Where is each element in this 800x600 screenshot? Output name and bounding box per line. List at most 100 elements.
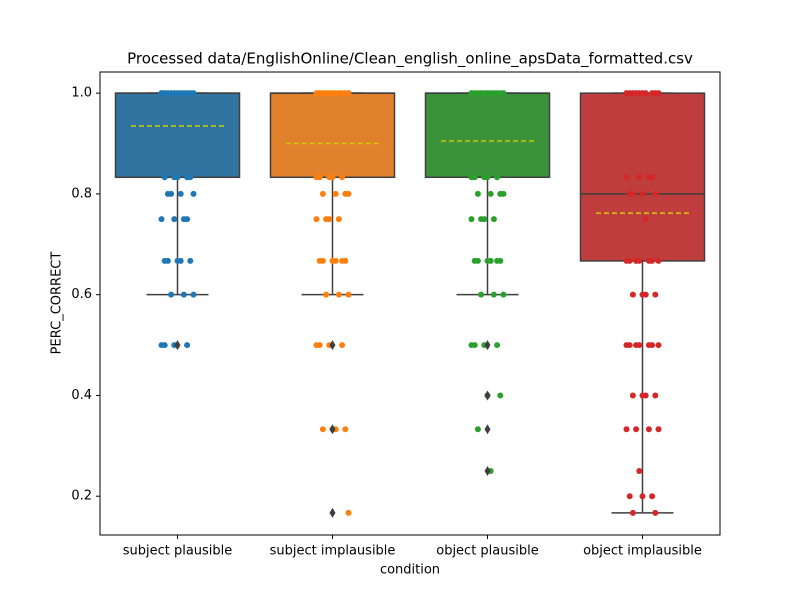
strip-point (494, 174, 501, 181)
strip-point (497, 257, 504, 264)
box (269, 92, 396, 179)
strip-point (345, 509, 352, 516)
strip-point (180, 90, 187, 97)
strip-point (158, 90, 165, 97)
strip-point (319, 190, 326, 197)
y-tick-label: 0.6 (71, 287, 92, 302)
strip-point (623, 426, 630, 433)
strip-point (335, 90, 342, 97)
strip-point (168, 291, 175, 298)
strip-point (490, 291, 497, 298)
strip-point (633, 90, 640, 97)
chart-title: Processed data/EnglishOnline/Clean_engli… (127, 50, 693, 69)
strip-point (180, 291, 187, 298)
strip-point (629, 291, 636, 298)
strip-point (335, 216, 342, 223)
strip-point (481, 216, 488, 223)
strip-point (158, 216, 165, 223)
x-axis-label: condition (380, 563, 440, 578)
y-tick-label: 0.4 (71, 388, 92, 403)
flier (484, 390, 491, 401)
strip-point (345, 90, 352, 97)
strip-point (645, 426, 652, 433)
y-axis-label: PERC_CORRECT (50, 252, 65, 355)
strip-point (629, 392, 636, 399)
strip-point (642, 392, 649, 399)
strip-point (642, 90, 649, 97)
strip-point (494, 342, 501, 349)
strip-point (345, 190, 352, 197)
strip-point (649, 342, 656, 349)
strip-point (652, 392, 659, 399)
strip-point (652, 291, 659, 298)
strip-point (642, 216, 649, 223)
strip-point (187, 257, 194, 264)
strip-point (190, 190, 197, 197)
strip-point (636, 468, 643, 475)
strip-point (636, 174, 643, 181)
strip-point (649, 257, 656, 264)
strip-point (490, 90, 497, 97)
strip-point (629, 190, 636, 197)
strip-point (177, 190, 184, 197)
y-tick-label: 0.2 (71, 489, 92, 504)
strip-point (316, 342, 323, 349)
strip-point (478, 291, 485, 298)
strip-point (487, 257, 494, 264)
strip-point (478, 90, 485, 97)
x-tick-label: object plausible (436, 544, 539, 559)
x-tick-label: subject implausible (270, 544, 396, 559)
strip-point (649, 493, 656, 500)
strip-point (332, 257, 339, 264)
strip-point (652, 509, 659, 516)
box (579, 92, 706, 262)
strip-point (487, 190, 494, 197)
strip-point (319, 257, 326, 264)
strip-point (655, 342, 662, 349)
strip-point (177, 257, 184, 264)
strip-point (339, 342, 346, 349)
strip-point (168, 90, 175, 97)
strip-point (474, 190, 481, 197)
strip-point (655, 257, 662, 264)
box (424, 92, 551, 179)
strip-point (313, 216, 320, 223)
strip-point (655, 90, 662, 97)
strip-point (184, 216, 191, 223)
strip-point (323, 291, 330, 298)
strip-point (329, 174, 336, 181)
strip-point (626, 493, 633, 500)
strip-point (468, 216, 475, 223)
strip-point (474, 257, 481, 264)
strip-point (187, 174, 194, 181)
strip-point (326, 216, 333, 223)
strip-point (323, 90, 330, 97)
strip-point (626, 257, 633, 264)
strip-point (471, 342, 478, 349)
strip-point (639, 190, 646, 197)
strip-point (332, 190, 339, 197)
strip-point (623, 174, 630, 181)
strip-point (161, 174, 168, 181)
strip-point (190, 90, 197, 97)
strip-point (649, 174, 656, 181)
flier (329, 424, 336, 435)
strip-point (184, 342, 191, 349)
strip-point (474, 426, 481, 433)
strip-point (652, 190, 659, 197)
plot-frame (99, 71, 721, 536)
strip-point (484, 174, 491, 181)
strip-point (490, 216, 497, 223)
x-tick-label: object implausible (583, 544, 702, 559)
strip-point (342, 426, 349, 433)
flier (484, 466, 491, 477)
y-tick-label: 0.8 (71, 186, 92, 201)
strip-point (636, 342, 643, 349)
strip-point (345, 291, 352, 298)
strip-point (168, 190, 175, 197)
flier (484, 340, 491, 351)
strip-point (174, 174, 181, 181)
strip-point (642, 291, 649, 298)
